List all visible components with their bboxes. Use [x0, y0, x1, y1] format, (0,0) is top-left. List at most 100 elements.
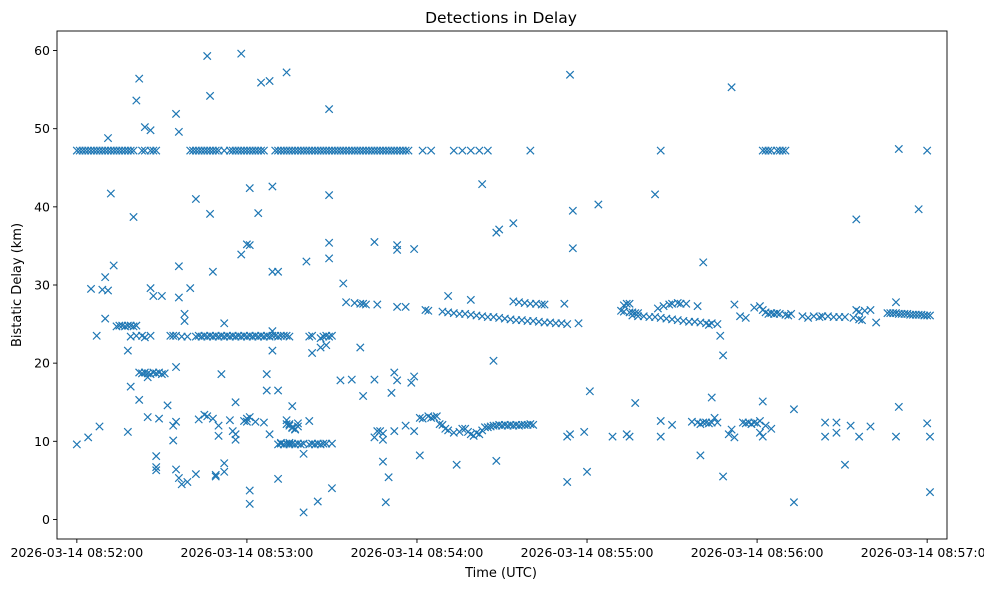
detection-point — [872, 318, 881, 327]
detection-point — [305, 332, 314, 341]
detection-point — [146, 331, 155, 340]
x-tick-label: 2026-03-14 08:56:00 — [691, 545, 824, 560]
detection-point — [245, 486, 254, 495]
detection-point — [126, 146, 135, 155]
detection-point — [324, 254, 334, 263]
detection-point — [186, 284, 195, 293]
detection-point — [302, 257, 311, 266]
detection-point — [169, 331, 178, 340]
detection-point — [143, 412, 152, 422]
y-tick-label: 40 — [34, 199, 50, 214]
detection-point — [273, 267, 283, 276]
detection-point — [296, 440, 305, 449]
detection-point — [444, 426, 453, 435]
detection-point — [820, 432, 830, 441]
detection-point — [466, 146, 475, 155]
detection-point — [625, 299, 634, 308]
detection-point — [149, 146, 158, 155]
detection-point — [203, 51, 212, 61]
detection-point — [682, 299, 691, 308]
detection-point — [256, 146, 266, 155]
detection-point — [565, 430, 575, 439]
detection-point — [293, 422, 303, 431]
detection-point — [894, 144, 903, 154]
detection-point — [846, 421, 855, 430]
detection-point — [307, 331, 317, 340]
detection-point — [393, 245, 402, 254]
detection-point — [324, 238, 334, 247]
y-tick-label: 60 — [34, 43, 50, 58]
detection-point — [393, 302, 402, 312]
detection-point — [568, 206, 577, 215]
detection-point — [475, 146, 484, 155]
detection-point — [273, 474, 283, 483]
detection-point — [135, 74, 144, 83]
detection-point — [282, 416, 291, 425]
detection-point — [418, 146, 427, 155]
detection-point — [319, 439, 328, 448]
detection-point — [313, 497, 322, 506]
detection-point — [741, 313, 750, 322]
detection-point — [106, 189, 115, 198]
detection-point — [540, 300, 549, 309]
y-tick-label: 0 — [42, 512, 50, 527]
detection-point — [568, 244, 577, 253]
detection-point — [268, 346, 277, 355]
detection-point — [415, 413, 424, 422]
detection-point — [174, 473, 184, 483]
detection-point — [673, 298, 682, 308]
detection-point — [95, 422, 104, 431]
detection-point — [183, 477, 192, 487]
y-axis-label: Bistatic Delay (km) — [10, 223, 25, 347]
detection-point — [633, 309, 643, 318]
detection-point — [582, 467, 592, 476]
detection-point — [492, 456, 501, 465]
detection-point — [149, 291, 158, 301]
detection-point — [750, 303, 759, 312]
detection-point — [123, 346, 132, 355]
x-axis-label: Time (UTC) — [464, 566, 537, 581]
detection-point — [458, 424, 467, 433]
x-tick-label: 2026-03-14 08:57:00 — [861, 545, 984, 560]
detection-point — [305, 416, 314, 426]
detection-point — [710, 413, 719, 422]
detection-point — [316, 343, 325, 352]
y-tick-label: 50 — [34, 121, 50, 136]
detection-point — [894, 402, 903, 412]
detection-point — [410, 372, 419, 381]
detection-point — [914, 205, 923, 214]
detection-point — [772, 309, 782, 318]
detection-point — [157, 369, 166, 379]
detection-point — [401, 146, 410, 155]
detection-point — [259, 146, 269, 155]
marker-layer — [72, 49, 935, 517]
detection-point — [401, 421, 410, 430]
detection-point — [211, 470, 220, 480]
detection-point — [137, 146, 147, 155]
detection-point — [180, 309, 189, 319]
detection-point — [361, 300, 371, 309]
detection-point — [565, 70, 575, 79]
detection-point — [526, 146, 535, 155]
detection-point — [855, 315, 864, 324]
detection-point — [815, 312, 824, 322]
detection-point — [378, 429, 388, 438]
detection-point — [415, 451, 424, 460]
detection-point — [526, 419, 535, 429]
x-tick-label: 2026-03-14 08:54:00 — [351, 545, 484, 560]
detection-point — [656, 146, 665, 155]
detection-point — [585, 387, 594, 396]
detection-point — [537, 300, 546, 309]
detection-point — [169, 421, 178, 430]
detection-point — [778, 146, 787, 155]
detection-point — [855, 432, 864, 441]
detection-point — [832, 428, 841, 437]
detection-point — [384, 473, 393, 482]
detection-point — [282, 331, 291, 340]
x-axis: 2026-03-14 08:52:00 2026-03-14 08:53:00 20… — [10, 539, 984, 560]
detection-point — [129, 322, 138, 331]
detection-point — [336, 376, 345, 385]
detection-point — [857, 316, 867, 325]
detection-point — [798, 312, 807, 321]
detection-point — [339, 279, 348, 288]
